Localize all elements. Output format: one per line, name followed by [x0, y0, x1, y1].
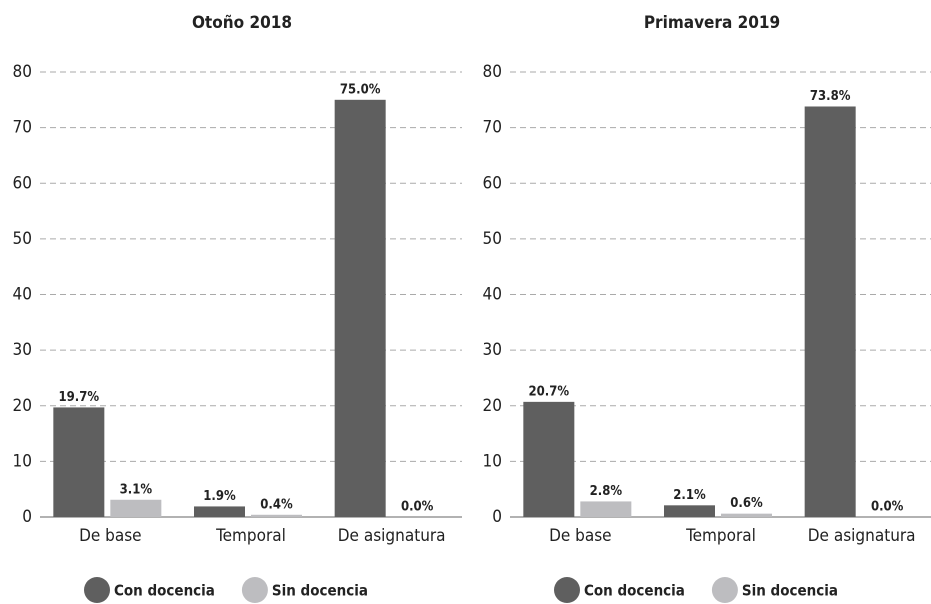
value-label: 20.7% [529, 384, 570, 399]
y-tick-label: 50 [483, 229, 502, 249]
bar [53, 407, 105, 517]
bar [194, 506, 245, 517]
chart-title: Primavera 2019 [644, 13, 780, 33]
y-tick-label: 30 [483, 340, 502, 360]
legend-swatch [711, 577, 738, 603]
x-tick-label: Temporal [215, 526, 286, 546]
y-tick-label: 0 [22, 507, 32, 527]
bar [580, 501, 632, 517]
bar [664, 505, 715, 517]
value-label: 3.1% [120, 482, 153, 497]
x-tick-label: Temporal [685, 526, 756, 546]
bar [251, 514, 302, 517]
value-label: 0.4% [260, 497, 293, 512]
legend-label: Con docencia [114, 582, 215, 600]
y-tick-label: 40 [483, 285, 502, 305]
value-label: 73.8% [810, 89, 851, 104]
bar [334, 99, 386, 517]
legend-label: Sin docencia [272, 582, 368, 600]
y-tick-label: 20 [483, 396, 502, 416]
y-tick-label: 80 [483, 62, 502, 82]
x-tick-label: De asignatura [808, 526, 916, 546]
x-tick-label: De base [549, 526, 612, 546]
y-tick-label: 40 [13, 285, 32, 305]
legend-label: Con docencia [584, 582, 685, 600]
legend-swatch [241, 577, 268, 603]
y-tick-label: 50 [13, 229, 32, 249]
bar [523, 401, 575, 517]
value-label: 0.0% [871, 500, 904, 515]
value-label: 0.0% [401, 500, 434, 515]
value-label: 2.1% [673, 488, 706, 503]
chart-title: Otoño 2018 [192, 13, 292, 33]
value-label: 0.6% [730, 496, 763, 511]
y-tick-label: 30 [13, 340, 32, 360]
value-label: 1.9% [203, 489, 236, 504]
y-tick-label: 70 [13, 118, 32, 138]
y-tick-label: 80 [13, 62, 32, 82]
y-tick-label: 70 [483, 118, 502, 138]
y-tick-label: 60 [13, 173, 32, 193]
bar [721, 513, 772, 517]
value-label: 19.7% [59, 390, 100, 405]
y-tick-label: 10 [483, 451, 502, 471]
y-tick-label: 0 [492, 507, 502, 527]
value-label: 75.0% [340, 82, 381, 97]
legend-swatch [554, 577, 580, 603]
x-tick-label: De base [79, 526, 142, 546]
bar [110, 499, 162, 517]
y-tick-label: 20 [13, 396, 32, 416]
legend-swatch [84, 577, 110, 603]
x-tick-label: De asignatura [338, 526, 446, 546]
bar [804, 106, 856, 518]
y-tick-label: 60 [483, 173, 502, 193]
legend-label: Sin docencia [742, 582, 838, 600]
value-label: 2.8% [590, 484, 623, 499]
y-tick-label: 10 [13, 451, 32, 471]
